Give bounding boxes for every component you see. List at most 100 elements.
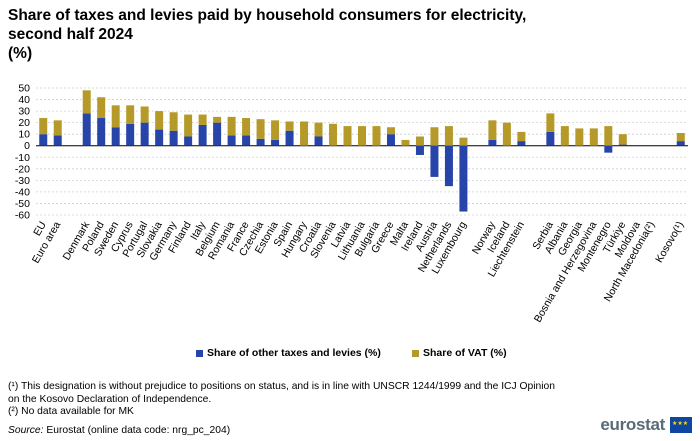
footnote-1: (¹) This designation is without prejudic…	[8, 381, 555, 405]
bar-other-taxes	[314, 136, 323, 146]
source-line: Source: Eurostat (online data code: nrg_…	[8, 425, 230, 436]
bar-vat	[198, 114, 207, 125]
eu-flag-icon	[670, 417, 692, 433]
legend-item-other: Share of other taxes and levies (%)	[196, 347, 381, 359]
y-tick-label: -20	[15, 163, 30, 175]
bar-other-taxes	[444, 145, 453, 187]
bar-other-taxes	[386, 134, 395, 146]
bar-vat	[517, 131, 526, 142]
legend-swatch-vat	[412, 349, 419, 357]
y-tick-label: 20	[18, 117, 30, 129]
bar-vat	[271, 120, 280, 140]
bar-other-taxes	[517, 141, 526, 146]
chart-title: Share of taxes and levies paid by househ…	[8, 6, 528, 63]
bar-vat	[546, 113, 555, 132]
bar-other-taxes	[546, 131, 555, 146]
y-tick-label: -40	[15, 186, 30, 198]
eurostat-logo: eurostat	[600, 415, 692, 435]
source-text: Eurostat (online data code: nrg_pc_204)	[46, 425, 231, 436]
bar-vat	[560, 126, 569, 146]
y-tick-label: 40	[18, 94, 30, 106]
bar-other-taxes	[198, 124, 207, 146]
legend-item-vat: Share of VAT (%)	[412, 347, 507, 359]
bar-other-taxes	[415, 145, 424, 155]
bar-vat	[415, 136, 424, 146]
bar-vat	[285, 121, 294, 131]
bar-vat	[53, 120, 62, 136]
bar-vat	[604, 126, 613, 146]
bar-vat	[126, 105, 135, 124]
y-tick-label: 50	[18, 83, 30, 95]
bar-other-taxes	[155, 129, 164, 146]
y-tick-label: -10	[15, 152, 30, 164]
bar-vat	[111, 105, 120, 128]
bar-vat	[372, 126, 381, 146]
bar-vat	[401, 139, 410, 146]
bar-vat	[618, 134, 627, 145]
bar-other-taxes	[604, 145, 613, 153]
bar-other-taxes	[184, 136, 193, 146]
bar-vat	[676, 133, 685, 142]
chart-unit: (%)	[8, 45, 33, 62]
y-tick-label: -30	[15, 175, 30, 187]
bar-vat	[329, 123, 338, 146]
bar-other-taxes	[459, 145, 468, 212]
bar-other-taxes	[111, 127, 120, 146]
bar-vat	[575, 128, 584, 146]
bar-vat	[386, 127, 395, 135]
y-tick-label: 30	[18, 106, 30, 118]
bar-other-taxes	[242, 135, 251, 146]
x-tick-label: Kosovo(¹)	[653, 220, 686, 265]
bar-other-taxes	[126, 123, 135, 146]
legend-label-vat: Share of VAT (%)	[423, 347, 507, 359]
legend-swatch-other	[196, 349, 203, 357]
bar-vat	[459, 137, 468, 146]
bar-vat	[242, 118, 251, 136]
y-tick-label: -50	[15, 198, 30, 210]
footnote-2: (²) No data available for MK	[8, 406, 134, 417]
bar-other-taxes	[227, 135, 236, 146]
bar-vat	[502, 122, 511, 146]
bar-vat	[184, 114, 193, 137]
bar-vat	[430, 127, 439, 146]
bar-vat	[169, 112, 178, 131]
legend-label-other: Share of other taxes and levies (%)	[207, 347, 381, 359]
bar-vat	[213, 116, 222, 123]
bar-other-taxes	[39, 134, 48, 146]
bar-vat	[358, 126, 366, 146]
bar-other-taxes	[285, 130, 294, 146]
y-tick-label: 0	[24, 140, 30, 152]
bar-vat	[488, 120, 497, 140]
bar-other-taxes	[53, 135, 62, 146]
bar-vat	[343, 126, 352, 146]
bar-vat	[314, 122, 323, 137]
bar-other-taxes	[488, 139, 497, 146]
eurostat-wordmark: eurostat	[600, 415, 665, 434]
source-label: Source:	[8, 425, 44, 436]
bar-other-taxes	[169, 130, 178, 146]
bar-vat	[300, 121, 309, 146]
bar-vat	[155, 111, 164, 130]
bar-vat	[256, 119, 265, 139]
chart-title-text: Share of taxes and levies paid by househ…	[8, 7, 527, 43]
bar-vat	[444, 126, 453, 146]
y-tick-label: 10	[18, 129, 30, 141]
bar-vat	[227, 116, 236, 136]
bar-vat	[39, 118, 48, 135]
bar-other-taxes	[430, 145, 439, 177]
bar-other-taxes	[271, 139, 280, 146]
bar-other-taxes	[97, 118, 106, 146]
bar-vat	[589, 128, 598, 146]
bar-other-taxes	[140, 122, 149, 146]
footnotes: (¹) This designation is without prejudic…	[8, 381, 568, 419]
y-tick-label: -60	[15, 210, 30, 222]
bar-other-taxes	[213, 122, 222, 146]
bar-other-taxes	[82, 113, 91, 146]
bar-vat	[82, 90, 91, 114]
bar-vat	[97, 97, 106, 119]
bar-other-taxes	[256, 138, 265, 146]
bar-other-taxes	[676, 141, 685, 146]
bar-vat	[140, 106, 149, 123]
bar-other-taxes	[618, 144, 627, 146]
